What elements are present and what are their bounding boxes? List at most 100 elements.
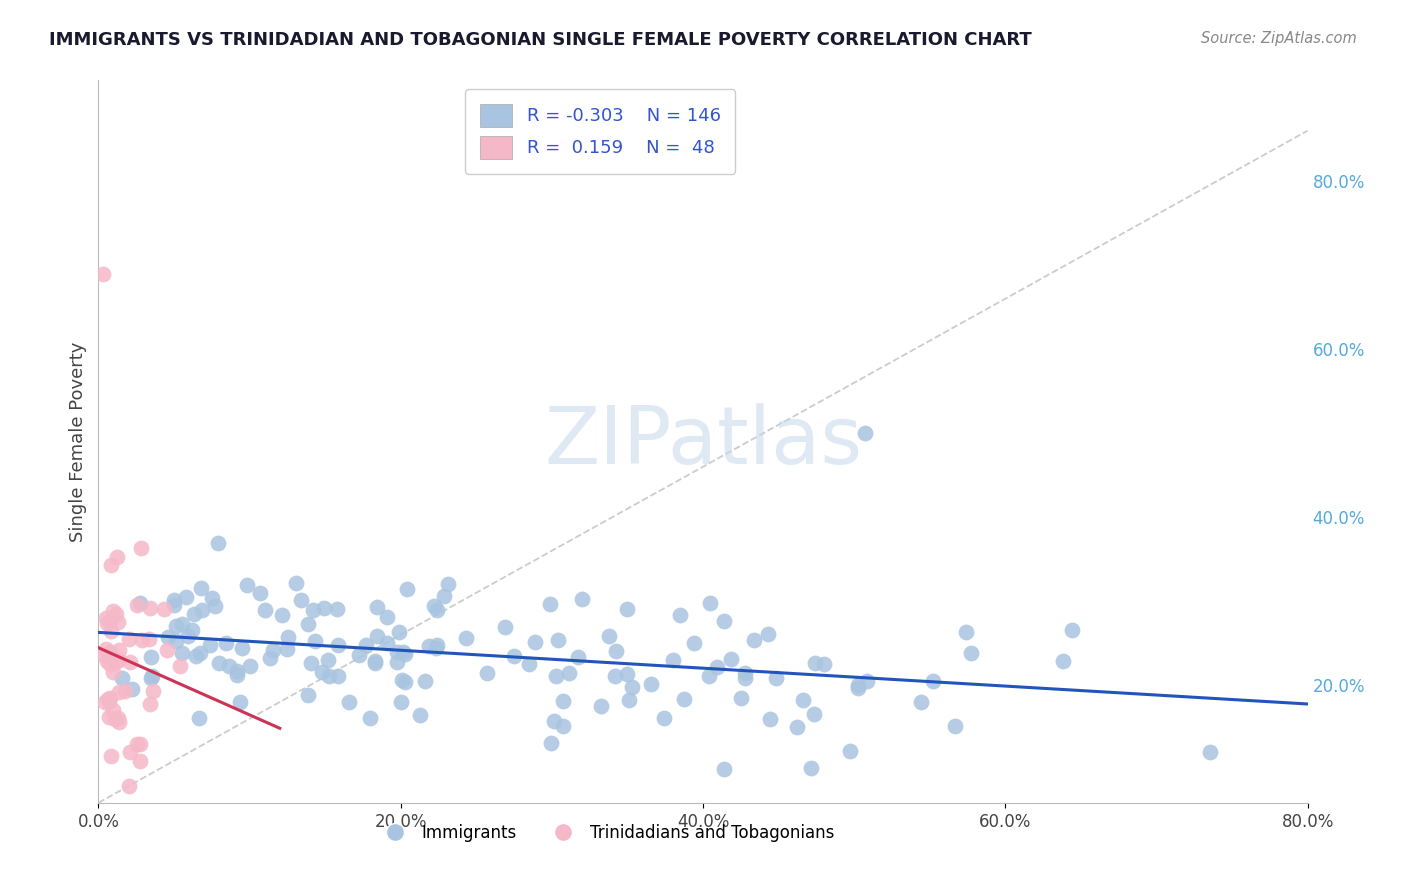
Point xyxy=(672,692,695,706)
Point xyxy=(943,719,966,733)
Point xyxy=(277,630,299,644)
Point xyxy=(103,605,125,619)
Point xyxy=(571,592,593,607)
Point xyxy=(846,678,869,692)
Point xyxy=(316,653,339,667)
Point xyxy=(314,601,336,615)
Point xyxy=(318,669,340,683)
Point xyxy=(337,695,360,709)
Point xyxy=(190,581,212,595)
Point xyxy=(433,589,456,603)
Point xyxy=(304,634,326,648)
Point xyxy=(652,711,675,725)
Point xyxy=(426,603,449,617)
Point xyxy=(236,578,259,592)
Point xyxy=(163,592,186,607)
Point xyxy=(669,607,692,622)
Point xyxy=(553,694,575,708)
Point xyxy=(813,657,835,671)
Point xyxy=(184,648,207,663)
Point xyxy=(759,712,782,726)
Point xyxy=(201,591,224,605)
Point xyxy=(118,655,141,669)
Point xyxy=(96,616,118,631)
Point xyxy=(107,711,129,725)
Point xyxy=(347,648,370,662)
Point xyxy=(413,674,436,689)
Point xyxy=(94,642,117,657)
Point xyxy=(395,582,418,597)
Point xyxy=(1198,745,1220,759)
Point xyxy=(356,638,378,652)
Point xyxy=(239,659,262,673)
Point xyxy=(713,614,735,628)
Point xyxy=(91,267,114,281)
Point xyxy=(165,619,187,633)
Point xyxy=(394,674,416,689)
Point xyxy=(228,695,250,709)
Point xyxy=(683,635,706,649)
Point xyxy=(128,737,150,751)
Point xyxy=(503,648,526,663)
Point xyxy=(142,684,165,698)
Point xyxy=(163,599,186,613)
Point xyxy=(538,597,561,611)
Point xyxy=(165,634,187,648)
Point xyxy=(326,638,349,652)
Point xyxy=(262,642,284,657)
Point xyxy=(100,624,122,638)
Point xyxy=(418,639,440,653)
Point xyxy=(156,642,179,657)
Point xyxy=(107,615,129,629)
Point xyxy=(94,611,117,625)
Point xyxy=(177,629,200,643)
Point xyxy=(215,636,238,650)
Point xyxy=(543,714,565,728)
Point xyxy=(98,690,121,705)
Point xyxy=(172,646,194,660)
Point xyxy=(598,629,620,643)
Point xyxy=(477,665,499,680)
Point xyxy=(152,601,174,615)
Point xyxy=(98,614,121,628)
Point xyxy=(157,630,180,644)
Point xyxy=(108,653,131,667)
Point xyxy=(730,690,752,705)
Point xyxy=(426,638,449,652)
Point xyxy=(198,639,221,653)
Point xyxy=(1052,654,1074,668)
Point xyxy=(311,665,333,680)
Point xyxy=(699,596,721,610)
Point xyxy=(326,669,349,683)
Point xyxy=(181,623,204,637)
Point xyxy=(128,754,150,768)
Point xyxy=(1062,623,1084,637)
Point xyxy=(104,712,127,726)
Point xyxy=(276,641,298,656)
Point xyxy=(139,650,162,665)
Point xyxy=(558,665,581,680)
Point xyxy=(544,669,567,683)
Point xyxy=(118,779,141,793)
Text: ZIPatlas: ZIPatlas xyxy=(544,402,862,481)
Point xyxy=(111,671,134,685)
Point xyxy=(617,693,640,707)
Point xyxy=(792,693,814,707)
Point xyxy=(190,603,212,617)
Point xyxy=(697,669,720,683)
Point xyxy=(270,607,292,622)
Point xyxy=(786,720,808,734)
Point xyxy=(249,586,271,600)
Point xyxy=(101,703,124,717)
Point xyxy=(605,669,627,683)
Point xyxy=(567,649,589,664)
Point xyxy=(226,664,249,678)
Point xyxy=(856,673,879,688)
Point xyxy=(108,643,131,657)
Point xyxy=(523,635,546,649)
Point xyxy=(605,644,627,658)
Point xyxy=(139,601,162,615)
Point xyxy=(138,632,160,646)
Point xyxy=(364,654,387,668)
Point xyxy=(98,657,121,672)
